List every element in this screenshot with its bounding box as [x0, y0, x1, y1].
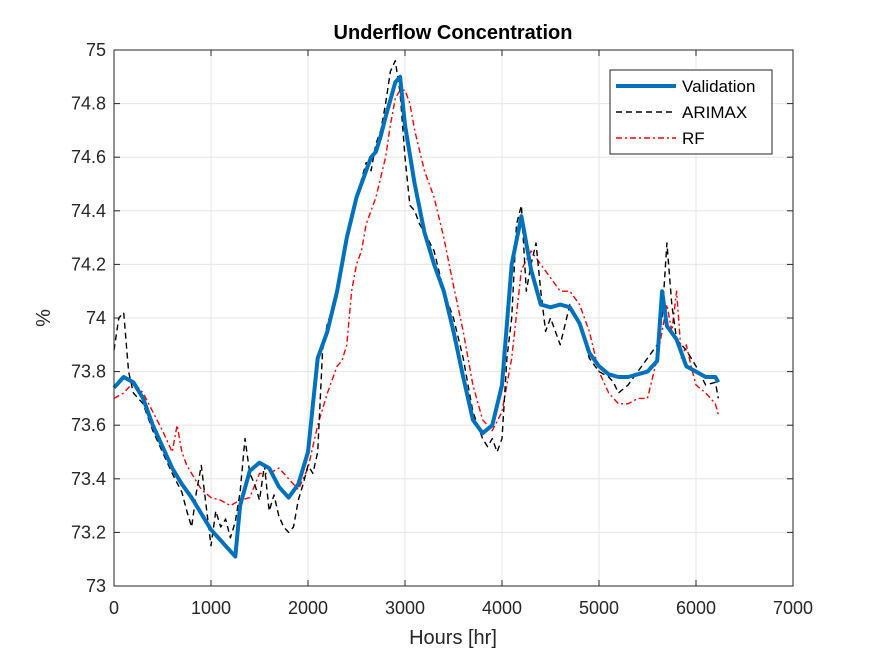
chart-title: Underflow Concentration	[334, 22, 573, 44]
y-tick-label: 73.6	[71, 415, 106, 435]
x-tick-label: 6000	[676, 598, 716, 618]
y-tick-label: 73.4	[71, 469, 106, 489]
y-tick-label: 74.8	[71, 94, 106, 114]
series-line-rf	[113, 89, 719, 507]
y-axis-label: %	[33, 309, 55, 327]
legend-label-arimax: ARIMAX	[682, 103, 747, 122]
ticks	[113, 49, 794, 587]
y-tick-label: 73	[86, 576, 106, 596]
x-tick-label: 4000	[482, 598, 522, 618]
x-tick-label: 3000	[385, 598, 425, 618]
legend: Validation ARIMAX RF	[609, 69, 773, 155]
legend-label-rf: RF	[682, 129, 705, 148]
series-line-validation	[112, 74, 721, 559]
series-layer	[112, 60, 721, 559]
y-tick-label: 74.6	[71, 147, 106, 167]
y-tick-label: 74.4	[71, 201, 106, 221]
y-tick-label: 74	[86, 308, 106, 328]
y-tick-label: 73.8	[71, 362, 106, 382]
y-tick-label: 74.2	[71, 254, 106, 274]
y-tick-label: 73.2	[71, 522, 106, 542]
y-tick-label: 75	[86, 40, 106, 60]
series-line-arimax	[113, 60, 719, 547]
x-tick-label: 5000	[579, 598, 619, 618]
x-tick-label: 7000	[773, 598, 813, 618]
legend-label-validation: Validation	[682, 77, 755, 96]
x-axis-label: Hours [hr]	[409, 627, 497, 649]
tick-labels: 0 1000 2000 3000 4000 5000 6000 7000 73 73.2 73.4 7…	[71, 40, 813, 618]
x-tick-label: 0	[109, 598, 119, 618]
x-tick-label: 2000	[288, 598, 328, 618]
x-tick-label: 1000	[191, 598, 231, 618]
